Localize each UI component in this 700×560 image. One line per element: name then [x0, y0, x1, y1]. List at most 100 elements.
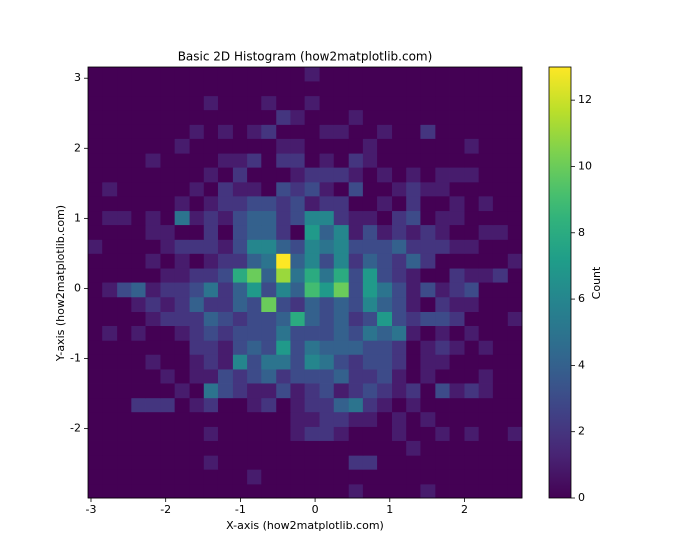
bin-cell [232, 109, 248, 125]
bin-cell [217, 224, 234, 240]
bin-cell [217, 340, 234, 355]
bin-cell [232, 167, 248, 183]
bin-cell [145, 325, 161, 341]
bin-cell [145, 167, 161, 183]
bin-cell [492, 67, 509, 82]
bin-cell [464, 483, 480, 499]
bin-cell [203, 354, 219, 370]
bin-cell [333, 325, 350, 341]
bin-cell [102, 181, 118, 197]
bin-cell [174, 167, 190, 183]
bin-cell [333, 383, 350, 399]
bin-cell [435, 311, 450, 326]
bin-cell [276, 325, 291, 341]
bin-cell [377, 124, 393, 139]
chart-title: Basic 2D Histogram (how2matplotlib.com) [178, 50, 433, 64]
bin-cell [406, 95, 421, 111]
bin-cell [189, 383, 205, 399]
bin-cell [247, 296, 262, 312]
bin-cell [392, 210, 407, 226]
bin-cell [449, 210, 465, 226]
bin-cell [88, 383, 103, 399]
bin-cell [492, 239, 509, 254]
bin-cell [348, 296, 364, 312]
bin-cell [203, 181, 219, 197]
bin-cell [261, 325, 277, 341]
bin-cell [189, 411, 205, 427]
bin-cell [420, 138, 436, 154]
bin-cell [117, 239, 132, 254]
bin-cell [319, 296, 335, 312]
bin-cell [131, 81, 146, 97]
bin-cell [131, 95, 146, 111]
bin-cell [420, 239, 436, 254]
bin-cell [478, 354, 494, 370]
bin-cell [464, 124, 480, 139]
bin-cell [145, 369, 161, 384]
bin-cell [449, 296, 465, 312]
bin-cell [478, 181, 494, 197]
bin-cell [362, 268, 378, 283]
bin-cell [203, 325, 219, 341]
bin-cell [131, 369, 146, 384]
bin-cell [362, 397, 378, 413]
x-axis-label: X-axis (how2matplotlib.com) [226, 519, 384, 532]
bin-cell [145, 397, 161, 413]
bin-cell [160, 411, 176, 427]
bin-cell [319, 282, 335, 298]
bin-cell [492, 124, 509, 139]
bin-cell [362, 340, 378, 355]
bin-cell [348, 340, 364, 355]
bin-cell [319, 340, 335, 355]
bin-cell [276, 426, 291, 441]
bin-cell [131, 483, 146, 499]
bin-cell [276, 239, 291, 254]
bin-cell [102, 81, 118, 97]
bin-cell [348, 109, 364, 125]
bin-cell [88, 311, 103, 326]
bin-cell [276, 369, 291, 384]
bin-cell [290, 325, 306, 341]
bin-cell [160, 95, 176, 111]
bin-cell [392, 109, 407, 125]
bin-cell [507, 239, 523, 254]
bin-cell [492, 455, 509, 470]
bin-cell [232, 239, 248, 254]
bin-cell [478, 369, 494, 384]
bin-cell [247, 455, 262, 470]
bin-cell [348, 483, 364, 499]
bin-cell [449, 426, 465, 441]
bin-cell [290, 383, 306, 399]
bin-cell [420, 483, 436, 499]
bin-cell [406, 81, 421, 97]
bin-cell [290, 340, 306, 355]
bin-cell [464, 411, 480, 427]
bin-cell [319, 397, 335, 413]
bin-cell [217, 181, 234, 197]
bin-cell [449, 81, 465, 97]
bin-cell [449, 181, 465, 197]
bin-cell [435, 224, 450, 240]
bin-cell [304, 411, 320, 427]
bin-cell [333, 95, 350, 111]
bin-cell [406, 311, 421, 326]
bin-cell [435, 109, 450, 125]
bin-cell [276, 138, 291, 154]
bin-cell [247, 325, 262, 341]
bin-cell [377, 195, 393, 212]
bin-cell [406, 325, 421, 341]
bin-cell [160, 167, 176, 183]
bin-cell [319, 411, 335, 427]
bin-cell [304, 95, 320, 111]
bin-cell [304, 138, 320, 154]
bin-cell [145, 124, 161, 139]
bin-cell [362, 455, 378, 470]
bin-cell [333, 167, 350, 183]
bin-cell [88, 167, 103, 183]
bin-cell [102, 340, 118, 355]
bin-cell [492, 210, 509, 226]
bin-cell [420, 311, 436, 326]
bin-cell [217, 67, 234, 82]
bin-cell [232, 383, 248, 399]
bin-cell [145, 67, 161, 82]
